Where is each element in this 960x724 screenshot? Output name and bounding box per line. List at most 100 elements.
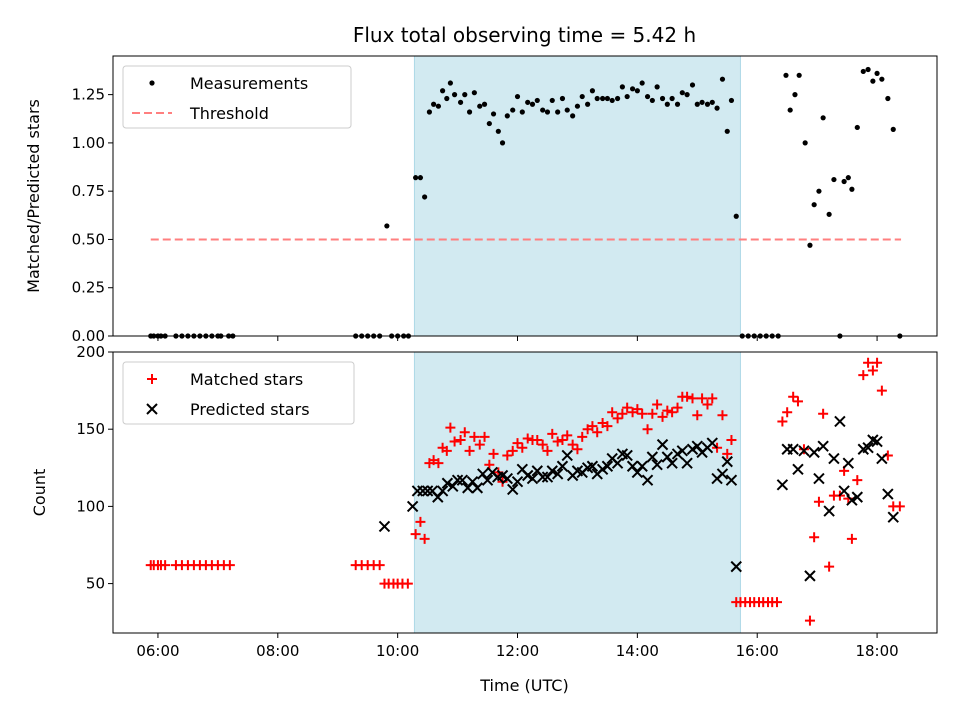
- measurement-point: [639, 80, 645, 86]
- predicted-star-point: [828, 452, 840, 465]
- measurement-point: [426, 109, 433, 115]
- predicted-star-point: [501, 472, 514, 485]
- x-axis-label: Time (UTC): [479, 676, 568, 695]
- measurement-point: [594, 95, 600, 102]
- matched-star-point: [479, 431, 490, 442]
- matched-star-point: [512, 438, 523, 449]
- y-tick-label: 1.00: [72, 134, 105, 152]
- measurement-point: [860, 68, 866, 75]
- matched-star-point: [788, 391, 799, 402]
- panel-count: 50 100 150 200 06:00 08:00 10:00 12:00 14:00 16:0…: [30, 343, 938, 660]
- measurement-point: [490, 111, 497, 117]
- matched-star-point: [894, 501, 905, 512]
- matched-star-point: [642, 424, 653, 435]
- measurement-point: [787, 107, 793, 113]
- matched-star-point: [687, 393, 698, 404]
- matched-star-point: [507, 445, 518, 456]
- y-tick-label: 1.25: [72, 86, 105, 104]
- measurement-point: [519, 109, 525, 115]
- predicted-star-point: [651, 459, 663, 471]
- measurement-point: [604, 95, 611, 102]
- predicted-star-point: [436, 485, 449, 497]
- measurement-point: [510, 107, 516, 113]
- measurement-point: [624, 93, 630, 100]
- measurement-point: [466, 109, 473, 115]
- matched-star-point: [517, 442, 528, 453]
- measurement-point: [447, 80, 453, 86]
- matched-star-point: [572, 444, 583, 455]
- x-tick-label: 16:00: [736, 642, 779, 660]
- predicted-star-point: [823, 505, 835, 517]
- matched-star-point: [419, 533, 430, 544]
- predicted-star-point: [546, 465, 558, 477]
- predicted-star-point: [716, 468, 729, 480]
- y-tick-label: 0.75: [72, 182, 105, 200]
- matched-star-point: [662, 405, 673, 416]
- measurement-point: [504, 113, 510, 119]
- measurement-point: [413, 175, 419, 181]
- matched-star-point: [602, 421, 613, 432]
- measurement-point: [724, 128, 730, 134]
- measurement-point: [525, 99, 531, 105]
- predicted-star-point: [378, 520, 391, 533]
- matched-star-point: [410, 529, 421, 540]
- matched-star-point: [474, 439, 485, 450]
- predicted-star-point: [526, 472, 539, 485]
- predicted-star-point: [646, 451, 659, 463]
- measurement-point: [890, 126, 896, 132]
- measurement-point: [534, 97, 540, 104]
- ticks-bottom: 50 100 150 200 06:00 08:00 10:00 12:00 14:00 16:0…: [76, 343, 898, 660]
- legend-marker-dot: [149, 80, 155, 86]
- predicted-star-point: [851, 491, 864, 503]
- matched-star-point: [459, 427, 470, 438]
- measurement-point: [874, 70, 880, 76]
- measurement-point: [451, 92, 458, 98]
- matched-star-point: [672, 402, 683, 413]
- predicted-star-point: [804, 570, 816, 582]
- predicted-star-point: [481, 474, 494, 486]
- measurement-point: [845, 175, 851, 181]
- predicted-star-point: [834, 415, 846, 428]
- matched-star-point: [542, 445, 553, 456]
- matched-star-point: [872, 357, 883, 368]
- predicted-star-point: [536, 471, 549, 483]
- measurement-point: [477, 103, 483, 109]
- predicted-star-point: [641, 474, 654, 486]
- measurement-point: [674, 101, 681, 107]
- matched-star-point: [876, 385, 887, 396]
- measurement-point: [514, 93, 521, 100]
- y-tick-label: 100: [76, 497, 105, 515]
- matched-star-point: [577, 431, 588, 442]
- measurement-point: [865, 66, 871, 73]
- legend-bottom: Matched stars Predicted stars: [122, 361, 355, 425]
- predicted-star-point: [706, 437, 718, 449]
- matched-star-point: [433, 458, 444, 469]
- matched-star-point: [852, 475, 863, 486]
- matched-star-point: [867, 365, 878, 376]
- measurement-point: [684, 92, 690, 98]
- matched-star-point: [415, 516, 426, 527]
- predicted-star-point: [561, 449, 573, 462]
- legend-marker-x: [146, 403, 158, 415]
- predicted-star-point: [871, 435, 883, 448]
- matched-star-point: [587, 421, 598, 432]
- measurement-point: [564, 107, 570, 113]
- predicted-star-point: [636, 460, 648, 472]
- measurement-point: [816, 188, 822, 194]
- x-tick-label: 12:00: [496, 642, 539, 660]
- legend-label: Measurements: [190, 74, 308, 93]
- matched-star-point: [771, 597, 782, 608]
- measurement-point: [689, 82, 696, 88]
- matched-star-point: [858, 370, 869, 381]
- predicted-star-point: [406, 500, 419, 513]
- matched-star-point: [374, 560, 385, 571]
- predicted-star-point: [842, 457, 855, 469]
- matched-star-point: [692, 410, 703, 421]
- matched-star-point: [537, 439, 548, 450]
- x-tick-label: 08:00: [256, 642, 299, 660]
- measurement-point: [820, 115, 826, 121]
- matched-star-point: [667, 407, 678, 418]
- matched-star-point: [722, 448, 733, 459]
- predicted-star-point: [838, 485, 850, 497]
- matched-star-point: [804, 615, 815, 626]
